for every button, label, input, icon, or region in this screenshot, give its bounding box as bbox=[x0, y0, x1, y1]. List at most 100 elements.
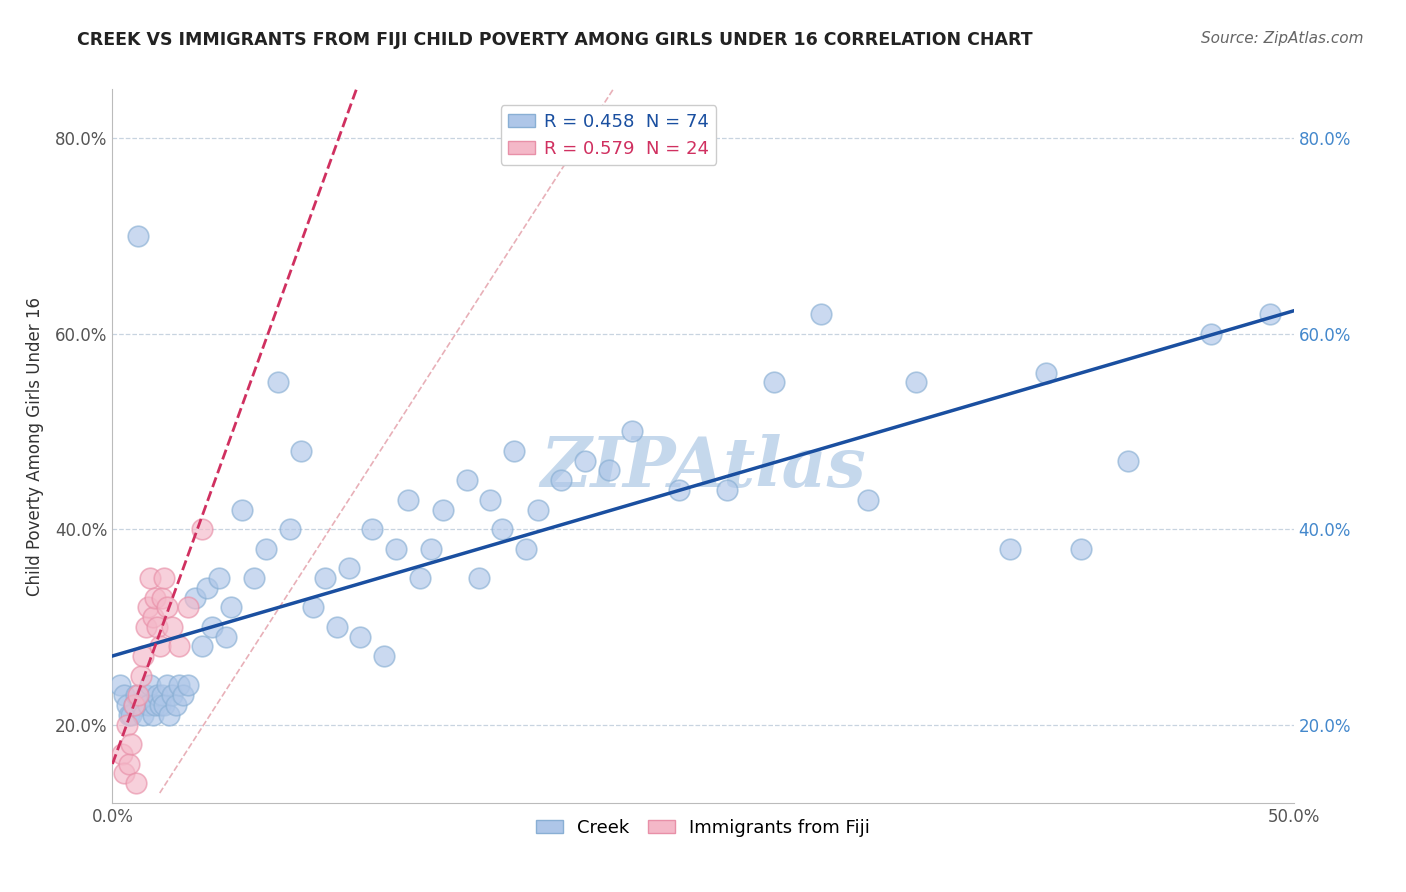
Point bbox=[125, 776, 148, 790]
Point bbox=[135, 620, 157, 634]
Point bbox=[118, 756, 141, 771]
Point bbox=[385, 541, 408, 556]
Point bbox=[349, 630, 371, 644]
Point bbox=[208, 571, 231, 585]
Point bbox=[191, 640, 214, 654]
Point bbox=[172, 688, 194, 702]
Point bbox=[136, 698, 159, 712]
Point bbox=[129, 669, 152, 683]
Point bbox=[621, 425, 644, 439]
Point bbox=[156, 678, 179, 692]
Point bbox=[337, 561, 360, 575]
Point bbox=[108, 678, 131, 692]
Point bbox=[149, 698, 172, 712]
Y-axis label: Child Poverty Among Girls Under 16: Child Poverty Among Girls Under 16 bbox=[25, 296, 44, 596]
Point bbox=[165, 698, 187, 712]
Point bbox=[177, 600, 200, 615]
Point bbox=[157, 707, 180, 722]
Point bbox=[550, 473, 572, 487]
Point bbox=[231, 502, 253, 516]
Point bbox=[132, 707, 155, 722]
Point bbox=[456, 473, 478, 487]
Point bbox=[361, 522, 384, 536]
Point bbox=[143, 591, 166, 605]
Point bbox=[243, 571, 266, 585]
Point bbox=[127, 688, 149, 702]
Point bbox=[115, 717, 138, 731]
Point bbox=[858, 492, 880, 507]
Point bbox=[1070, 541, 1092, 556]
Point bbox=[129, 698, 152, 712]
Point bbox=[143, 698, 166, 712]
Legend: Creek, Immigrants from Fiji: Creek, Immigrants from Fiji bbox=[529, 812, 877, 844]
Text: ZIPAtlas: ZIPAtlas bbox=[540, 434, 866, 501]
Point bbox=[526, 502, 548, 516]
Point bbox=[118, 707, 141, 722]
Point bbox=[668, 483, 690, 497]
Point bbox=[574, 453, 596, 467]
Point bbox=[149, 640, 172, 654]
Point bbox=[998, 541, 1021, 556]
Point bbox=[167, 640, 190, 654]
Point bbox=[156, 600, 179, 615]
Point bbox=[146, 688, 169, 702]
Point bbox=[904, 376, 927, 390]
Point bbox=[290, 443, 312, 458]
Point bbox=[132, 649, 155, 664]
Point bbox=[195, 581, 218, 595]
Point bbox=[150, 591, 173, 605]
Point bbox=[503, 443, 526, 458]
Point bbox=[146, 620, 169, 634]
Point bbox=[810, 307, 832, 321]
Point bbox=[1116, 453, 1139, 467]
Point bbox=[254, 541, 277, 556]
Point bbox=[1035, 366, 1057, 380]
Point bbox=[125, 688, 148, 702]
Point bbox=[491, 522, 513, 536]
Point bbox=[122, 698, 145, 712]
Point bbox=[762, 376, 785, 390]
Point bbox=[120, 707, 142, 722]
Point bbox=[302, 600, 325, 615]
Point bbox=[111, 747, 134, 761]
Point bbox=[215, 630, 238, 644]
Point bbox=[112, 766, 135, 780]
Point bbox=[160, 620, 183, 634]
Point bbox=[1199, 326, 1222, 341]
Point bbox=[201, 620, 224, 634]
Point bbox=[115, 698, 138, 712]
Point bbox=[373, 649, 395, 664]
Point bbox=[219, 600, 242, 615]
Point bbox=[278, 522, 301, 536]
Point bbox=[184, 591, 207, 605]
Point bbox=[142, 707, 165, 722]
Point bbox=[598, 463, 620, 477]
Point bbox=[142, 610, 165, 624]
Point bbox=[136, 600, 159, 615]
Point bbox=[120, 737, 142, 751]
Point bbox=[467, 571, 489, 585]
Point bbox=[408, 571, 430, 585]
Point bbox=[515, 541, 537, 556]
Point bbox=[150, 688, 173, 702]
Point bbox=[267, 376, 290, 390]
Point bbox=[153, 698, 176, 712]
Point bbox=[716, 483, 738, 497]
Point bbox=[160, 688, 183, 702]
Point bbox=[177, 678, 200, 692]
Point bbox=[139, 678, 162, 692]
Point bbox=[432, 502, 454, 516]
Point bbox=[135, 688, 157, 702]
Point bbox=[396, 492, 419, 507]
Point bbox=[167, 678, 190, 692]
Point bbox=[122, 698, 145, 712]
Point bbox=[314, 571, 336, 585]
Point bbox=[112, 688, 135, 702]
Point bbox=[326, 620, 349, 634]
Point bbox=[479, 492, 502, 507]
Point bbox=[420, 541, 443, 556]
Text: Source: ZipAtlas.com: Source: ZipAtlas.com bbox=[1201, 31, 1364, 46]
Point bbox=[1258, 307, 1281, 321]
Point bbox=[191, 522, 214, 536]
Point bbox=[127, 228, 149, 243]
